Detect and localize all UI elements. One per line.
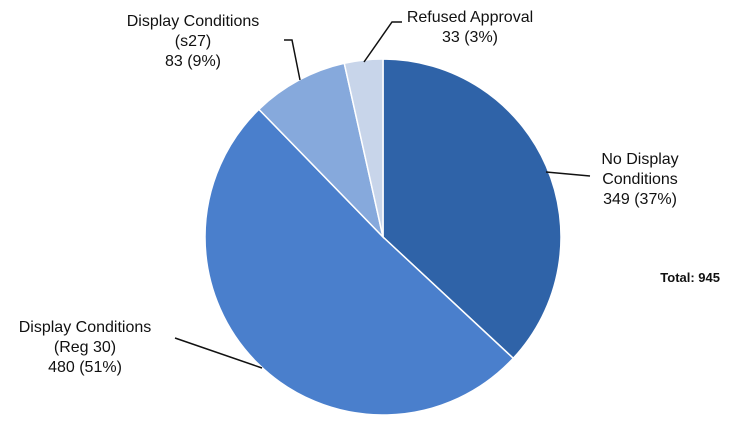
category-label: Refused Approval bbox=[406, 9, 534, 26]
slice-label: Refused Approval 33 (3%) bbox=[400, 8, 540, 48]
value-label: 480 (51%) bbox=[48, 359, 122, 376]
leader-line bbox=[174, 337, 263, 369]
value-label: 33 (3%) bbox=[441, 29, 499, 46]
category-label: No Display Conditions bbox=[601, 151, 679, 188]
leader-line bbox=[545, 171, 591, 177]
category-label: Display Conditions (s27) bbox=[126, 13, 260, 50]
total-annotation: Total: 945 bbox=[660, 270, 720, 285]
slice-label: Display Conditions (s27) 83 (9%) bbox=[118, 12, 268, 72]
pie-slice bbox=[204, 108, 515, 416]
value-label: 83 (9%) bbox=[164, 53, 222, 70]
pie-slice bbox=[257, 62, 385, 240]
slice-label: No Display Conditions 349 (37%) bbox=[570, 150, 710, 210]
value-label: 349 (37%) bbox=[603, 191, 677, 208]
leader-line bbox=[284, 39, 301, 81]
leader-line bbox=[363, 21, 402, 63]
slice-label: Display Conditions (Reg 30) 480 (51%) bbox=[10, 318, 160, 378]
pie-slice bbox=[343, 58, 384, 238]
pie-slice bbox=[382, 58, 562, 360]
category-label: Display Conditions (Reg 30) bbox=[18, 319, 152, 356]
